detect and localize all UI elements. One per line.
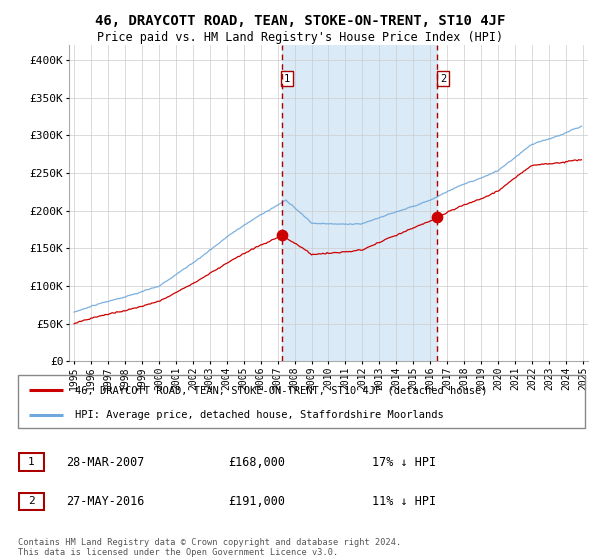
Point bbox=[277, 230, 286, 239]
Text: 1: 1 bbox=[28, 458, 35, 467]
Text: Contains HM Land Registry data © Crown copyright and database right 2024.
This d: Contains HM Land Registry data © Crown c… bbox=[18, 538, 401, 557]
Text: 28-MAR-2007: 28-MAR-2007 bbox=[66, 455, 145, 469]
Text: 46, DRAYCOTT ROAD, TEAN, STOKE-ON-TRENT, ST10 4JF (detached house): 46, DRAYCOTT ROAD, TEAN, STOKE-ON-TRENT,… bbox=[75, 385, 487, 395]
Text: 27-MAY-2016: 27-MAY-2016 bbox=[66, 494, 145, 508]
Bar bbox=[281, 45, 437, 361]
Text: Price paid vs. HM Land Registry's House Price Index (HPI): Price paid vs. HM Land Registry's House … bbox=[97, 31, 503, 44]
Text: £168,000: £168,000 bbox=[228, 455, 285, 469]
Point bbox=[433, 213, 442, 222]
Text: 46, DRAYCOTT ROAD, TEAN, STOKE-ON-TRENT, ST10 4JF: 46, DRAYCOTT ROAD, TEAN, STOKE-ON-TRENT,… bbox=[95, 14, 505, 28]
Text: £191,000: £191,000 bbox=[228, 494, 285, 508]
Text: 2: 2 bbox=[28, 497, 35, 506]
Text: 17% ↓ HPI: 17% ↓ HPI bbox=[372, 455, 436, 469]
Text: 1: 1 bbox=[284, 74, 290, 83]
Text: 2: 2 bbox=[440, 74, 446, 83]
Text: 11% ↓ HPI: 11% ↓ HPI bbox=[372, 494, 436, 508]
Text: HPI: Average price, detached house, Staffordshire Moorlands: HPI: Average price, detached house, Staf… bbox=[75, 410, 443, 420]
